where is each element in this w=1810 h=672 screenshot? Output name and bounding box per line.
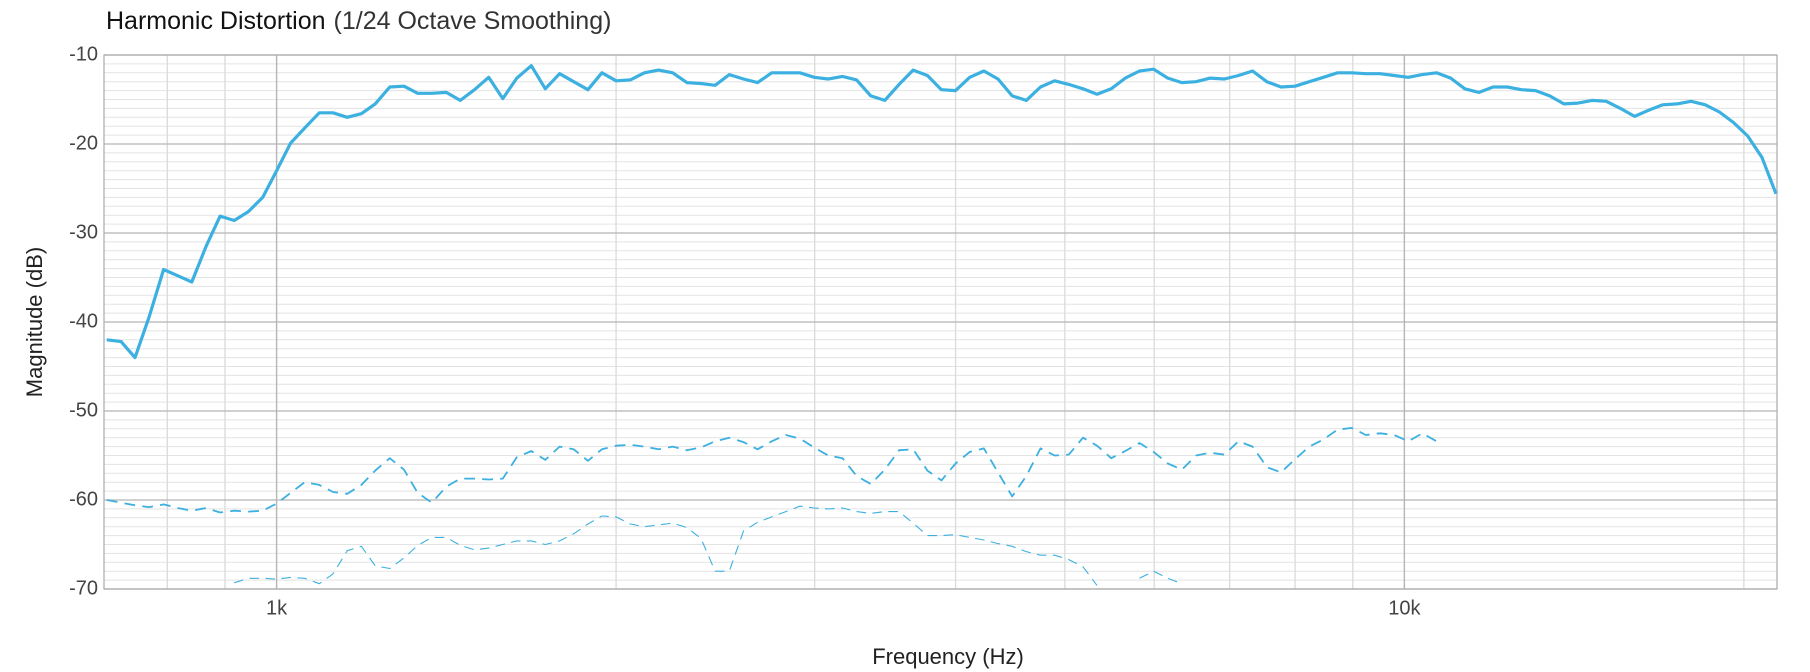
y-tick-label: -20	[69, 132, 98, 154]
plot-frame	[103, 54, 1778, 590]
y-tick-label: -60	[69, 488, 98, 510]
chart-subtitle: (1/24 Octave Smoothing)	[334, 7, 612, 35]
y-tick-label: -30	[69, 221, 98, 243]
y-tick-label: -50	[69, 399, 98, 421]
chart-title-group: Harmonic Distortion (1/24 Octave Smoothin…	[106, 7, 611, 35]
grid	[104, 54, 1777, 590]
y-axis-label: Magnitude (dB)	[22, 247, 47, 397]
series-line	[234, 505, 1183, 586]
y-tick-label: -10	[69, 43, 98, 65]
y-tick-label: -40	[69, 310, 98, 332]
y-tick-label: -70	[69, 577, 98, 599]
x-tick-label: 1k	[266, 597, 288, 619]
series-line	[106, 427, 1437, 514]
x-axis-label: Frequency (Hz)	[872, 644, 1024, 669]
x-tick-label: 10k	[1388, 597, 1421, 619]
series-line	[106, 64, 1777, 360]
chart-title: Harmonic Distortion	[106, 7, 326, 35]
